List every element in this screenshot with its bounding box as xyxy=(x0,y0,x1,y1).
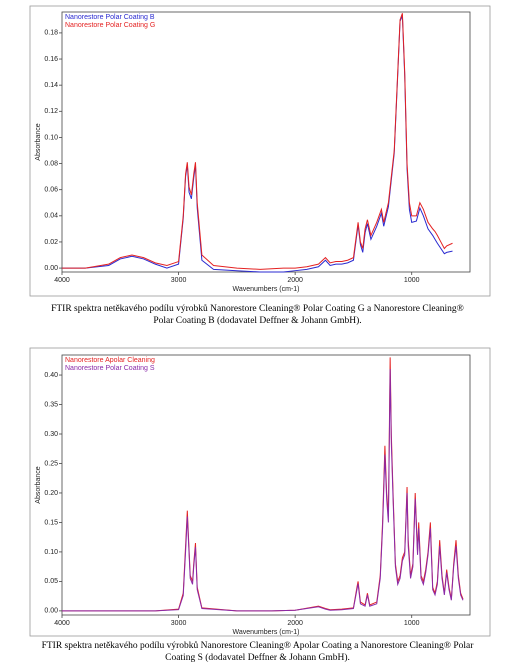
legend-entry: Nanorestore Apolar Cleaning xyxy=(65,357,155,364)
x-tick-label: 2000 xyxy=(287,277,303,284)
y-tick-label: 0.15 xyxy=(44,519,58,526)
y-tick-label: 0.10 xyxy=(44,134,58,141)
plot-area xyxy=(61,354,471,616)
y-tick-label: 0.06 xyxy=(44,187,58,194)
x-tick-label: 3000 xyxy=(171,277,187,284)
x-tick-label: 1000 xyxy=(404,620,420,627)
y-axis-label: Absorbance xyxy=(35,123,42,160)
spectrum-line xyxy=(62,369,464,612)
y-tick-label: 0.16 xyxy=(44,56,58,63)
y-tick-label: 0.02 xyxy=(44,239,58,246)
y-tick-label: 0.20 xyxy=(44,490,58,497)
x-tick-label: 4000 xyxy=(54,277,70,284)
caption: FTIR spektra netěkavého podílu výrobků N… xyxy=(51,304,464,326)
y-tick-label: 0.40 xyxy=(44,372,58,379)
y-tick-label: 0.12 xyxy=(44,108,58,115)
y-tick-label: 0.00 xyxy=(44,608,58,615)
legend-entry: Nanorestore Polar Coating G xyxy=(65,22,155,29)
y-tick-label: 0.30 xyxy=(44,431,58,438)
x-tick-label: 3000 xyxy=(171,620,187,627)
y-axis-label: Absorbance xyxy=(35,466,42,503)
spectrum-line xyxy=(62,13,453,270)
x-tick-label: 2000 xyxy=(287,620,303,627)
x-tick-label: 1000 xyxy=(404,277,420,284)
x-axis-label: Wavenumbers (cm-1) xyxy=(232,286,299,293)
y-tick-label: 0.05 xyxy=(44,578,58,585)
legend-entry: Nanorestore Polar Coating S xyxy=(65,365,155,372)
y-tick-label: 0.14 xyxy=(44,82,58,89)
y-tick-label: 0.35 xyxy=(44,401,58,408)
plot-area xyxy=(61,11,471,273)
y-tick-label: 0.08 xyxy=(44,160,58,167)
caption: FTIR spektra netěkavého podílu výrobků N… xyxy=(41,641,474,663)
y-tick-label: 0.25 xyxy=(44,460,58,467)
x-axis-label: Wavenumbers (cm-1) xyxy=(232,629,299,636)
x-tick-label: 4000 xyxy=(54,620,70,627)
y-tick-label: 0.10 xyxy=(44,549,58,556)
legend-entry: Nanorestore Polar Coating B xyxy=(65,14,155,21)
y-tick-label: 0.00 xyxy=(44,265,58,272)
y-tick-label: 0.18 xyxy=(44,30,58,37)
y-tick-label: 0.04 xyxy=(44,213,58,220)
